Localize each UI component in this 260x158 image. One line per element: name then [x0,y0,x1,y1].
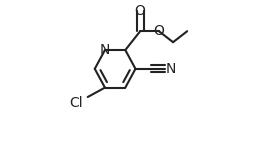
Text: Cl: Cl [69,96,83,110]
Text: O: O [135,4,146,18]
Text: N: N [165,62,176,76]
Text: O: O [154,24,164,38]
Text: N: N [100,43,110,57]
